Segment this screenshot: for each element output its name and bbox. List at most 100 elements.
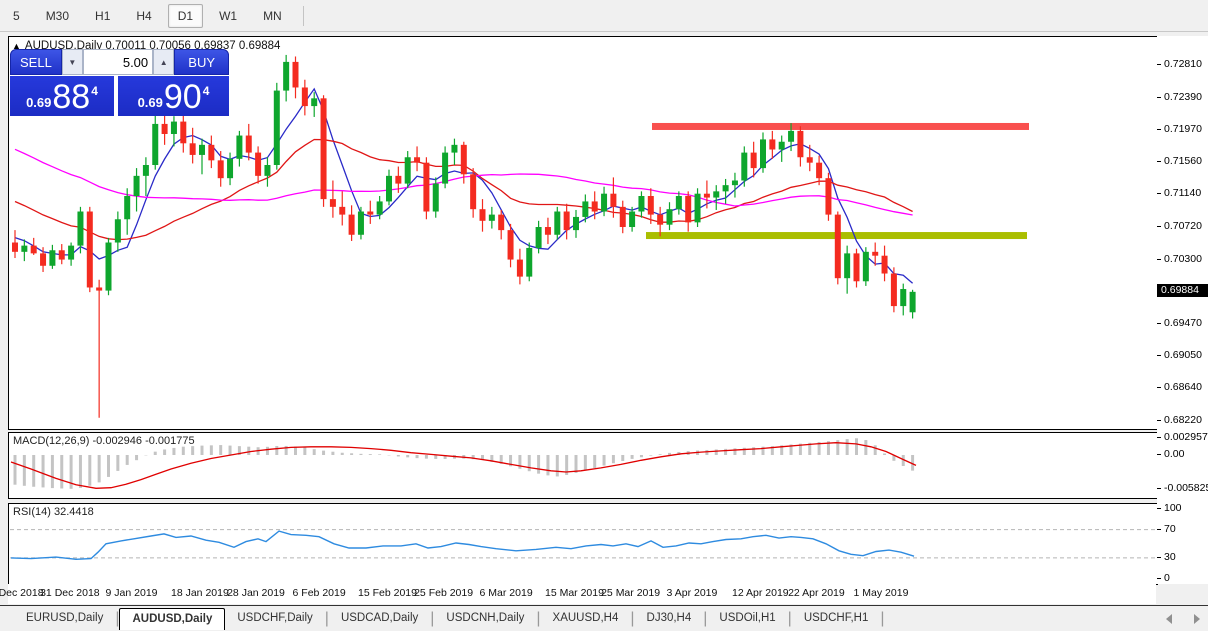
sell-button[interactable]: SELL — [10, 49, 62, 75]
price-axis-label: 0.71140 — [1164, 187, 1202, 200]
timeframe-button-H1[interactable]: H1 — [95, 8, 111, 23]
candlestick-chart[interactable] — [9, 37, 1157, 429]
candle-body — [526, 247, 533, 277]
sell-price-box[interactable]: 0.69 88 4 — [10, 76, 114, 116]
candle-body — [778, 141, 785, 150]
candle-body — [760, 139, 766, 169]
candle-body — [180, 121, 187, 144]
chart-tab-usdchf-daily[interactable]: USDCHF,Daily — [237, 612, 313, 624]
candle-body — [311, 98, 318, 107]
candle-body — [516, 259, 523, 277]
timeframe-button-MN[interactable]: MN — [263, 8, 282, 23]
candle-body — [535, 227, 542, 248]
candle-body — [797, 130, 804, 158]
candle-body — [563, 211, 570, 231]
price-axis-tick — [1157, 258, 1161, 260]
candle-body — [236, 135, 243, 159]
price-axis-label: 0.69470 — [1164, 316, 1202, 329]
timeframe-button-D1[interactable]: D1 — [167, 3, 204, 28]
macd-indicator-panel[interactable]: MACD(12,26,9) -0.002946 -0.001775 — [8, 432, 1158, 499]
candle-body — [881, 255, 888, 274]
chevron-up-icon: ▲ — [159, 57, 168, 67]
volume-input[interactable]: 5.00 — [82, 49, 154, 75]
candle-body — [21, 245, 28, 252]
timeframe-toolbar: 5 M30 H1 H4 D1 W1 MN — [0, 0, 1208, 32]
chart-tab-dj30-h4[interactable]: DJ30,H4 — [646, 612, 692, 624]
candle-body — [348, 214, 355, 235]
candle-body — [890, 273, 897, 307]
rsi-axis-tick — [1157, 556, 1161, 558]
candle-body — [227, 158, 234, 179]
candle-body — [161, 123, 168, 134]
candle-body — [114, 219, 121, 243]
candle-body — [199, 144, 205, 155]
candle-body — [255, 152, 262, 176]
candle-body — [245, 135, 252, 153]
volume-decrease-button[interactable]: ▼ — [61, 49, 83, 75]
candle-body — [283, 61, 290, 91]
candle-body — [554, 211, 561, 235]
timeframe-button-W1[interactable]: W1 — [219, 8, 238, 23]
candle-body — [573, 216, 579, 231]
resistance-band[interactable] — [652, 122, 1029, 130]
candle-body — [96, 287, 103, 291]
candle-body — [825, 178, 832, 215]
rsi-axis-label: 30 — [1164, 550, 1176, 563]
date-axis-label: 28 Jan 2019 — [227, 587, 285, 599]
rsi-axis-label: 70 — [1164, 522, 1176, 535]
date-axis-label: 31 Dec 2018 — [40, 587, 100, 599]
candle-body — [133, 175, 140, 197]
chart-tab-usdchf-h1[interactable]: USDCHF,H1 — [803, 612, 869, 624]
date-axis-label: 6 Mar 2019 — [479, 587, 533, 599]
candle-body — [647, 196, 654, 215]
candle-body — [12, 242, 18, 252]
price-axis-label: 0.72810 — [1164, 58, 1202, 70]
candle-body — [432, 183, 439, 212]
timeframe-button-M30[interactable]: M30 — [45, 8, 70, 23]
candle-body — [601, 193, 608, 212]
timeframe-button-5[interactable]: 5 — [13, 8, 20, 23]
candle-body — [320, 98, 327, 200]
timeframe-button-H4[interactable]: H4 — [136, 8, 152, 23]
candle-body — [619, 206, 626, 228]
buy-button[interactable]: BUY — [174, 49, 229, 75]
tabs-scroll-left-icon[interactable] — [1166, 614, 1172, 624]
tab-separator: | — [787, 610, 792, 627]
candle-body — [806, 157, 813, 163]
rsi-axis-label: 0 — [1164, 572, 1170, 584]
candle-body — [376, 201, 383, 215]
buy-price-pip: 4 — [202, 84, 210, 98]
tabs-scroll-right-icon[interactable] — [1194, 614, 1200, 624]
chart-tab-usdcad-daily[interactable]: USDCAD,Daily — [340, 612, 419, 624]
price-axis[interactable]: 0.72810 0.72390 0.71970 0.71560 0.71140 0.707… — [1157, 36, 1208, 584]
macd-label: MACD(12,26,9) -0.002946 -0.001775 — [13, 435, 195, 447]
chart-tab-usdcnh-daily[interactable]: USDCNH,Daily — [446, 612, 525, 624]
tab-separator: | — [430, 610, 435, 627]
tab-separator: | — [324, 610, 329, 627]
rsi-indicator-panel[interactable]: RSI(14) 32.4418 — [8, 503, 1158, 585]
price-axis-label: 0.68640 — [1164, 381, 1202, 394]
candle-body — [741, 152, 748, 181]
date-axis-label: 22 Apr 2019 — [788, 587, 845, 599]
candle-body — [30, 245, 37, 254]
candle-body — [301, 87, 308, 107]
date-axis-label: 9 Jan 2019 — [105, 587, 158, 599]
chart-tab-usdoil-h1[interactable]: USDOil,H1 — [719, 612, 776, 624]
candle-body — [722, 185, 729, 192]
chart-tab-audusd-daily[interactable]: AUDUSD,Daily — [119, 608, 226, 630]
volume-increase-button[interactable]: ▲ — [153, 49, 175, 75]
rsi-axis-tick — [1157, 578, 1161, 579]
candle-body — [703, 193, 710, 198]
chart-tab-xauusd-h4[interactable]: XAUUSD,H4 — [552, 612, 619, 624]
candle-body — [507, 230, 514, 260]
candle-body — [292, 61, 299, 88]
candle-body — [208, 144, 215, 161]
chart-tab-eurusd-daily[interactable]: EURUSD,Daily — [26, 612, 104, 624]
rsi-axis-tick — [1157, 528, 1161, 530]
candle-body — [666, 209, 673, 225]
macd-axis-tick — [1157, 454, 1161, 455]
buy-price-box[interactable]: 0.69 90 4 — [118, 76, 229, 116]
candle-body — [862, 251, 869, 282]
candle-body — [68, 245, 75, 260]
